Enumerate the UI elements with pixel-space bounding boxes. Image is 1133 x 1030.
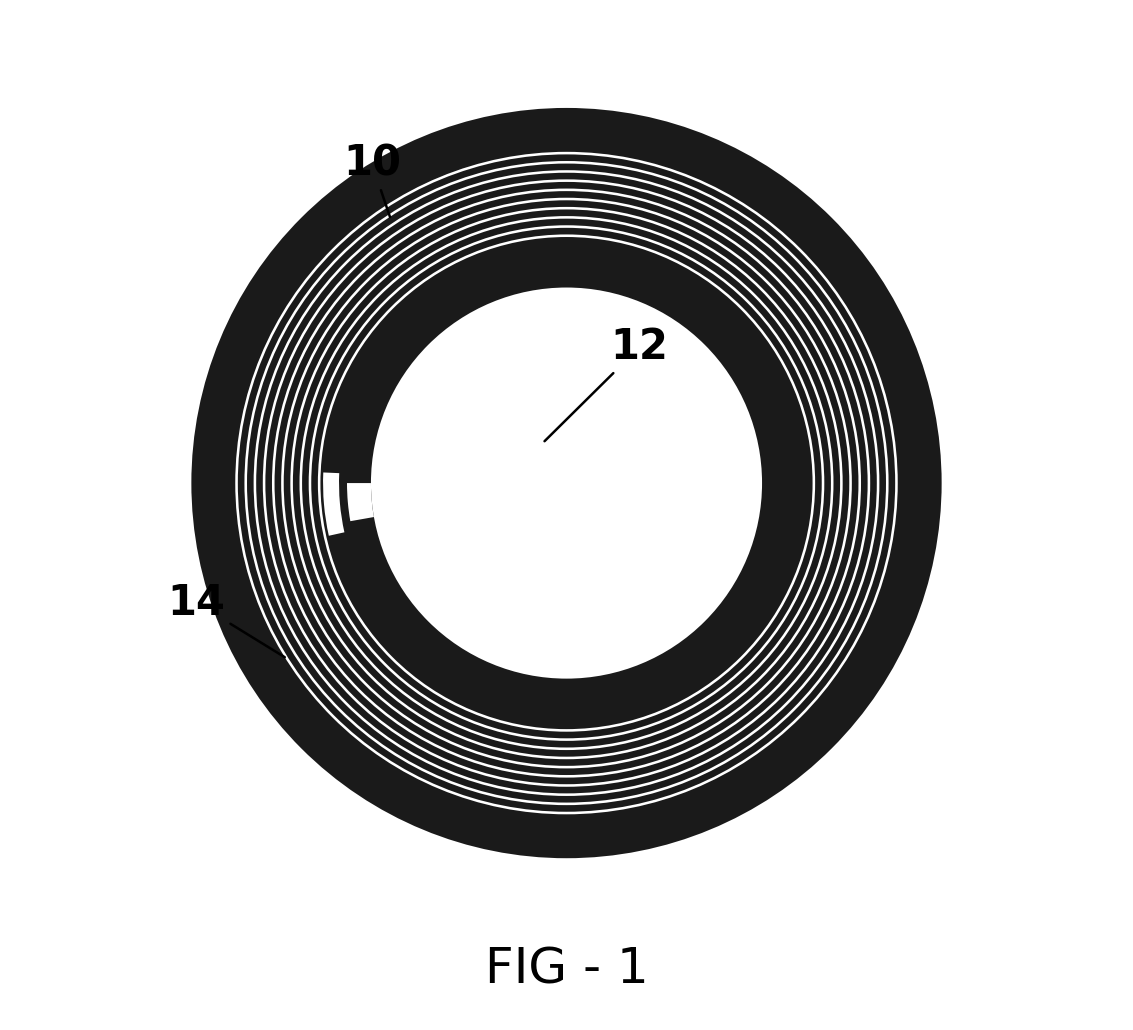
Circle shape [191, 108, 942, 858]
Circle shape [303, 218, 830, 748]
Circle shape [281, 198, 852, 768]
Circle shape [290, 207, 843, 759]
Text: 10: 10 [343, 143, 401, 217]
Circle shape [318, 235, 815, 731]
Circle shape [293, 209, 840, 757]
Circle shape [308, 226, 825, 741]
Circle shape [370, 287, 763, 679]
Circle shape [256, 173, 877, 793]
Circle shape [274, 192, 859, 775]
Circle shape [327, 244, 806, 722]
Wedge shape [323, 473, 344, 536]
Text: 14: 14 [168, 582, 284, 657]
Circle shape [238, 154, 895, 812]
Text: FIG - 1: FIG - 1 [485, 946, 648, 994]
Circle shape [247, 164, 886, 802]
Circle shape [299, 216, 834, 750]
Circle shape [265, 182, 868, 784]
Wedge shape [347, 483, 374, 521]
Circle shape [263, 179, 870, 787]
Circle shape [312, 228, 821, 739]
Circle shape [272, 188, 861, 778]
Circle shape [236, 151, 897, 815]
Circle shape [283, 200, 850, 766]
Circle shape [254, 170, 879, 796]
Circle shape [321, 237, 812, 729]
Circle shape [245, 161, 888, 805]
Text: 12: 12 [545, 327, 668, 441]
